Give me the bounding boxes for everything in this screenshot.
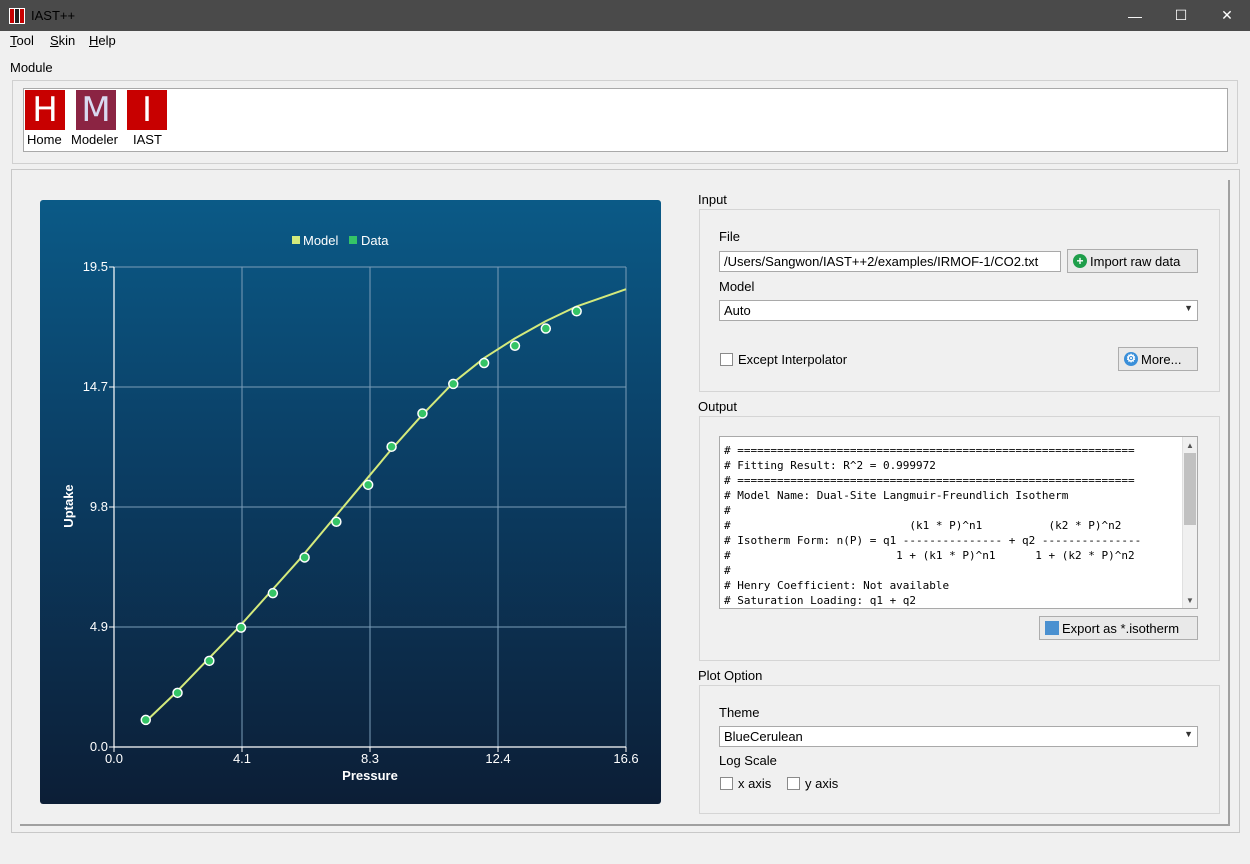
data-point [204,655,215,667]
menu-bar [0,31,1250,51]
save-icon [1045,621,1059,635]
data-point [509,340,521,352]
legend-data-label: Data [361,233,389,248]
home-icon: H [32,90,58,130]
scroll-down-icon[interactable]: ▼ [1186,595,1194,605]
output-textarea[interactable]: # ======================================… [719,436,1198,609]
except-interpolator-label: Except Interpolator [738,352,848,367]
close-button[interactable]: ✕ [1221,7,1233,23]
modeler-module-button[interactable]: M [76,90,116,130]
plot-option-group [699,685,1220,814]
chart-series-lines [144,288,627,724]
y-tick-label: 14.7 [83,379,108,394]
model-select[interactable]: Auto ▼ [719,300,1198,321]
module-toolbar [23,88,1228,152]
legend-data-swatch [349,236,357,244]
data-point [448,378,459,390]
y-tick-label: 19.5 [83,259,108,274]
minimize-button[interactable]: — [1128,7,1142,24]
chart-grid [113,266,627,748]
chevron-down-icon: ▼ [1184,729,1193,739]
data-point [417,408,428,419]
log-y-axis-checkbox[interactable] [787,777,800,790]
file-path-field[interactable]: /Users/Sangwon/IAST++2/examples/IRMOF-1/… [719,251,1061,272]
module-label: Module [10,60,53,75]
iast-module-label: IAST [133,132,162,147]
theme-select-value: BlueCerulean [724,729,803,744]
import-raw-data-button[interactable]: + Import raw data [1067,249,1198,273]
data-point [362,479,374,491]
model-select-value: Auto [724,303,751,318]
model-series-line [144,288,627,724]
data-point [299,552,310,563]
x-axis-title: Pressure [342,768,398,783]
window-title: IAST++ [31,8,76,23]
export-isotherm-button[interactable]: Export as *.isotherm [1039,616,1198,640]
chart-legend[interactable]: Model Data [292,233,389,248]
data-point [235,622,247,633]
menu-help[interactable]: Help [89,33,116,48]
data-point [172,687,183,699]
output-text: # ======================================… [724,444,1142,607]
log-x-axis-label: x axis [738,776,772,791]
log-x-axis-checkbox[interactable] [720,777,733,790]
y-tick-label: 4.9 [90,619,108,634]
export-isotherm-label: Export as *.isotherm [1062,620,1180,636]
data-point [331,516,342,528]
scroll-up-icon[interactable]: ▲ [1186,440,1194,450]
log-y-axis-label: y axis [805,776,839,791]
y-axis-title: Uptake [61,484,76,527]
more-button-label: More... [1141,351,1182,367]
legend-model-label: Model [303,233,339,248]
data-point [267,587,279,599]
plot-option-section-title: Plot Option [698,668,763,683]
data-point [140,714,152,726]
home-module-button[interactable]: H [25,90,65,130]
theme-label: Theme [719,705,760,720]
isotherm-chart: 0.0 4.1 8.3 12.4 16.6 0.0 4.9 9.8 14.7 19.5 Model… [61,233,639,783]
chart-background [40,200,661,804]
input-section-title: Input [698,192,727,207]
data-point [386,441,397,452]
chart-ticks: 0.0 4.1 8.3 12.4 16.6 0.0 4.9 9.8 14.7 19.5 [83,259,639,766]
add-icon: + [1073,254,1087,268]
theme-select[interactable]: BlueCerulean ▼ [719,726,1198,747]
chart-series-points [140,306,582,726]
modeler-module-label: Modeler [71,132,118,147]
iast-module-button[interactable]: I [127,90,167,130]
x-tick-label: 0.0 [105,751,123,766]
iast-icon: I [141,90,153,130]
chevron-down-icon: ▼ [1184,303,1193,313]
data-point [571,306,582,317]
import-raw-data-label: Import raw data [1090,253,1181,269]
data-point [478,357,490,369]
y-tick-label: 0.0 [90,739,108,754]
except-interpolator-checkbox[interactable] [720,353,733,366]
output-scrollbar[interactable]: ▲ ▼ [1182,437,1197,608]
data-point [540,323,552,334]
x-tick-label: 16.6 [613,751,638,766]
x-tick-label: 8.3 [361,751,379,766]
output-section-title: Output [698,399,738,414]
file-label: File [719,229,740,244]
file-path-value: /Users/Sangwon/IAST++2/examples/IRMOF-1/… [724,254,1039,269]
gear-icon: ⚙ [1124,352,1138,366]
x-tick-label: 12.4 [485,751,510,766]
model-label: Model [719,279,755,294]
menu-tool[interactable]: Tool [10,33,34,48]
x-tick-label: 4.1 [233,751,251,766]
home-module-label: Home [27,132,62,147]
menu-skin[interactable]: Skin [50,33,76,48]
legend-model-swatch [292,236,300,244]
scroll-thumb[interactable] [1184,453,1196,525]
y-tick-label: 9.8 [90,499,108,514]
modeler-inner-frame [20,180,1230,826]
app-logo-icon [9,8,25,24]
modeler-icon: M [81,90,111,130]
more-button[interactable]: ⚙ More... [1118,347,1198,371]
maximize-button[interactable]: ☐ [1174,7,1188,23]
log-scale-label: Log Scale [719,753,777,768]
title-bar [0,0,1250,31]
